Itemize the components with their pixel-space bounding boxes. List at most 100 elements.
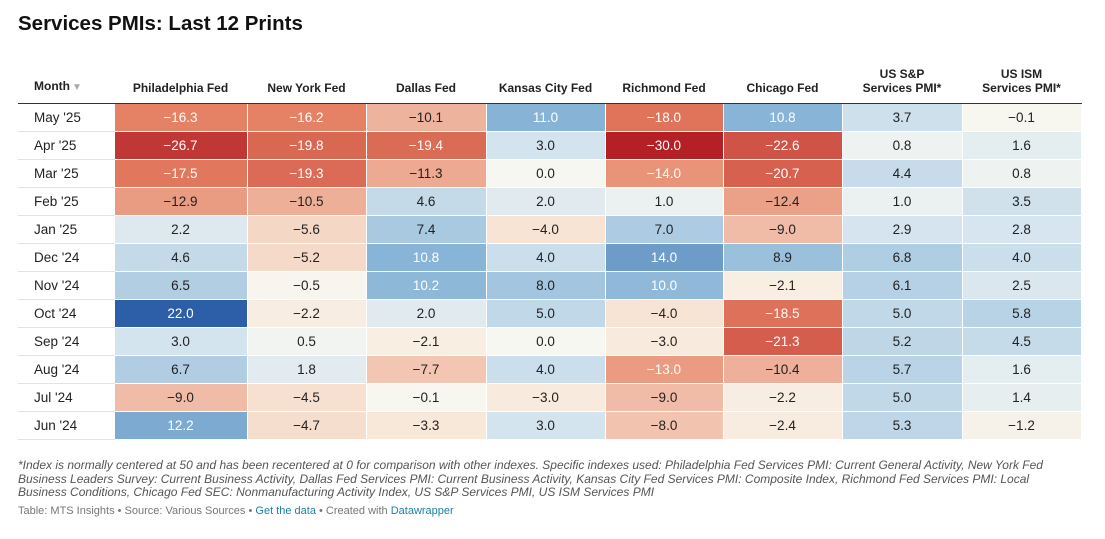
heat-cell: −8.0 [605, 411, 724, 440]
heat-cell: 2.9 [842, 215, 963, 244]
datawrapper-link[interactable]: Datawrapper [390, 505, 454, 517]
heat-cell: −3.0 [605, 327, 724, 356]
heat-cell: −4.5 [247, 383, 367, 412]
heat-cell: −0.1 [962, 103, 1082, 132]
heat-cell: −2.1 [723, 271, 843, 300]
heat-cell: −18.0 [605, 103, 724, 132]
credit-middle: • Created with [315, 505, 391, 517]
heat-cell: −30.0 [605, 131, 724, 160]
heat-cell: −2.2 [247, 299, 367, 328]
heat-cell: −5.6 [247, 215, 367, 244]
heat-cell: 7.0 [605, 215, 724, 244]
column-header: US S&P Services PMI* [842, 63, 962, 104]
heat-cell: 4.6 [114, 243, 248, 272]
heat-cell: −0.5 [247, 271, 367, 300]
month-cell: Jul '24 [18, 383, 115, 412]
heat-cell: 0.0 [486, 159, 606, 188]
heat-cell: −22.6 [723, 131, 843, 160]
column-header-label: US S&P [879, 67, 925, 81]
month-cell: Sep '24 [18, 327, 115, 356]
month-cell: Apr '25 [18, 131, 115, 160]
heat-cell: 10.2 [366, 271, 487, 300]
heat-cell: 3.0 [486, 411, 606, 440]
column-header: Chicago Fed [723, 63, 842, 104]
month-cell: Nov '24 [18, 271, 115, 300]
chart-title: Services PMIs: Last 12 Prints [18, 12, 303, 35]
column-header-label: New York Fed [267, 81, 346, 95]
heat-cell: −17.5 [114, 159, 248, 188]
credit-line: Table: MTS Insights • Source: Various So… [18, 505, 454, 517]
heat-cell: −4.0 [486, 215, 606, 244]
heat-cell: 3.5 [962, 187, 1082, 216]
heat-cell: −19.8 [247, 131, 367, 160]
table-row: Apr '25 −26.7 −19.8 −19.4 3.0 −30.0 −22.6 0.8 1.… [18, 131, 1082, 160]
heat-cell: 22.0 [114, 299, 248, 328]
month-column-header[interactable]: Month ▼ [18, 63, 114, 104]
heat-cell: −3.3 [366, 411, 487, 440]
table-row: Jun '24 12.2 −4.7 −3.3 3.0 −8.0 −2.4 5.3 −1.2 [18, 411, 1082, 440]
heat-cell: 10.8 [366, 243, 487, 272]
heat-cell: 4.0 [486, 355, 606, 384]
heat-cell: −10.1 [366, 103, 487, 132]
heat-cell: −2.1 [366, 327, 487, 356]
heat-cell: −7.7 [366, 355, 487, 384]
heat-cell: −4.7 [247, 411, 367, 440]
heat-cell: 1.6 [962, 355, 1082, 384]
heat-cell: 1.8 [247, 355, 367, 384]
heat-cell: 5.0 [842, 383, 963, 412]
column-header-label: Kansas City Fed [498, 81, 593, 95]
heat-cell: 1.4 [962, 383, 1082, 412]
heat-cell: 6.8 [842, 243, 963, 272]
heat-cell: 3.0 [114, 327, 248, 356]
heat-cell: 6.5 [114, 271, 248, 300]
heat-cell: −19.4 [366, 131, 487, 160]
get-data-link[interactable]: Get the data [255, 505, 316, 517]
heat-cell: 4.4 [842, 159, 963, 188]
heat-cell: 6.7 [114, 355, 248, 384]
heat-cell: 5.8 [962, 299, 1082, 328]
heat-cell: 12.2 [114, 411, 248, 440]
heat-cell: −0.1 [366, 383, 487, 412]
heat-cell: 2.2 [114, 215, 248, 244]
heat-cell: 1.0 [842, 187, 963, 216]
heat-cell: −2.4 [723, 411, 843, 440]
heat-cell: 5.3 [842, 411, 963, 440]
column-header-label: Dallas Fed [395, 81, 457, 95]
heat-cell: −11.3 [366, 159, 487, 188]
heat-cell: −4.0 [605, 299, 724, 328]
heat-cell: −19.3 [247, 159, 367, 188]
table-row: Feb '25 −12.9 −10.5 4.6 2.0 1.0 −12.4 1.0 3.5 [18, 187, 1082, 216]
heat-cell: −1.2 [962, 411, 1082, 440]
table-row: Nov '24 6.5 −0.5 10.2 8.0 10.0 −2.1 6.1 2.5 [18, 271, 1082, 300]
table-row: Jul '24 −9.0 −4.5 −0.1 −3.0 −9.0 −2.2 5.0 1.4 [18, 383, 1082, 412]
column-header-label: Richmond Fed [622, 81, 706, 95]
heat-cell: −16.2 [247, 103, 367, 132]
heat-cell: 5.7 [842, 355, 963, 384]
heat-cell: 0.0 [486, 327, 606, 356]
column-header-label: Services PMI* [982, 81, 1061, 95]
heat-cell: −12.4 [723, 187, 843, 216]
heat-cell: −16.3 [114, 103, 248, 132]
heat-cell: −9.0 [605, 383, 724, 412]
heat-cell: 4.5 [962, 327, 1082, 356]
heat-cell: −14.0 [605, 159, 724, 188]
table-row: Jan '25 2.2 −5.6 7.4 −4.0 7.0 −9.0 2.9 2.8 [18, 215, 1082, 244]
heat-cell: 3.7 [842, 103, 963, 132]
heat-cell: 0.8 [962, 159, 1082, 188]
heat-cell: 1.6 [962, 131, 1082, 160]
heat-cell: −18.5 [723, 299, 843, 328]
sort-arrow-icon[interactable]: ▼ [71, 82, 82, 93]
column-header-label: Philadelphia Fed [132, 81, 229, 95]
heat-cell: 1.0 [605, 187, 724, 216]
heat-cell: −5.2 [247, 243, 367, 272]
heat-cell: 10.8 [723, 103, 843, 132]
heat-cell: 6.1 [842, 271, 963, 300]
month-cell: Dec '24 [18, 243, 115, 272]
column-header: Kansas City Fed [486, 63, 605, 104]
heat-cell: −12.9 [114, 187, 248, 216]
heat-cell: 5.0 [486, 299, 606, 328]
heat-cell: 3.0 [486, 131, 606, 160]
column-header: New York Fed [247, 63, 366, 104]
heat-cell: −21.3 [723, 327, 843, 356]
column-header-label: Services PMI* [862, 81, 942, 95]
